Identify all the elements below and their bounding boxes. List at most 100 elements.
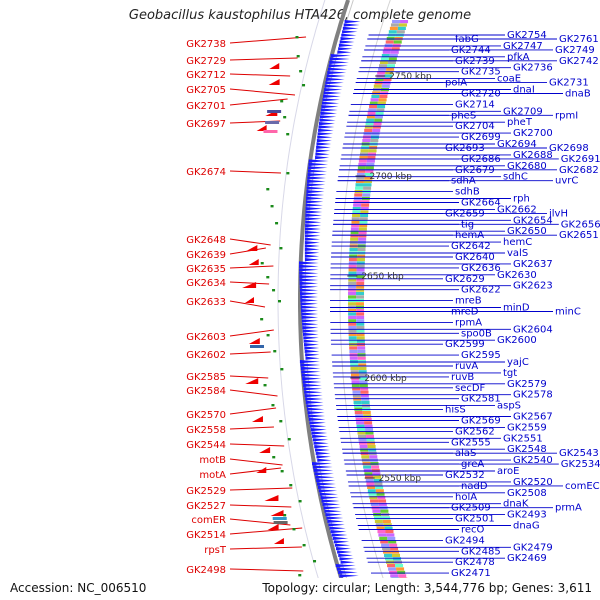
left-leader-line bbox=[229, 375, 269, 379]
gene-tile bbox=[380, 540, 389, 544]
left-gene-label: motB bbox=[199, 455, 226, 466]
gene-arrow bbox=[299, 268, 319, 272]
gene-tile bbox=[389, 54, 398, 58]
gene-tile bbox=[351, 383, 360, 387]
gene-arrow bbox=[313, 441, 329, 445]
left-gene-label: GK2498 bbox=[186, 565, 226, 576]
gene-tile bbox=[367, 445, 376, 449]
left-leader-line bbox=[229, 389, 278, 397]
gene-tile bbox=[360, 394, 369, 398]
gene-tile bbox=[364, 176, 373, 180]
right-gene-label: holA bbox=[455, 492, 477, 503]
left-features bbox=[242, 36, 317, 577]
gene-tile bbox=[356, 421, 365, 425]
gene-arrow bbox=[328, 64, 348, 68]
gene-tile bbox=[376, 492, 385, 496]
gene-tile bbox=[349, 254, 358, 258]
rna-arrow bbox=[245, 378, 259, 384]
gene-tile bbox=[367, 485, 376, 489]
small-feature bbox=[296, 55, 300, 58]
gene-tile bbox=[348, 288, 357, 292]
tick-label: 2700 kbp bbox=[370, 172, 413, 182]
gene-arrow bbox=[304, 237, 321, 241]
rna-arrow bbox=[256, 467, 267, 473]
gene-tile bbox=[358, 366, 367, 370]
right-gene-label: GK2604 bbox=[513, 324, 553, 335]
gene-tile bbox=[366, 159, 375, 163]
gene-tile bbox=[350, 227, 359, 231]
gene-tile bbox=[348, 315, 357, 319]
gene-tile bbox=[348, 261, 357, 265]
gene-tile bbox=[357, 169, 366, 173]
right-gene-label: GK2493 bbox=[507, 510, 547, 521]
gene-tile bbox=[351, 377, 360, 381]
gene-tile bbox=[355, 417, 364, 421]
gene-arrow bbox=[337, 50, 352, 54]
small-feature bbox=[280, 100, 284, 103]
small-feature bbox=[279, 247, 283, 250]
gene-tile bbox=[357, 346, 366, 350]
right-gene-label: GK2720 bbox=[461, 89, 501, 100]
gene-tile bbox=[348, 292, 357, 296]
gene-tile bbox=[375, 489, 384, 493]
left-leader-line bbox=[229, 426, 274, 430]
gene-tile bbox=[370, 462, 379, 466]
gene-tile bbox=[365, 169, 374, 173]
gene-tile bbox=[360, 207, 369, 211]
gene-arrow bbox=[316, 455, 331, 459]
gene-tile bbox=[370, 502, 379, 506]
rna-arrow bbox=[273, 538, 284, 544]
gene-tile bbox=[357, 349, 366, 353]
gene-tile bbox=[349, 349, 358, 353]
right-gene-label: GK2704 bbox=[455, 121, 495, 132]
gene-tile bbox=[348, 339, 357, 343]
gene-tile bbox=[377, 496, 386, 500]
gene-arrow bbox=[308, 166, 328, 170]
right-gene-label: GK2578 bbox=[513, 390, 553, 401]
gene-tile bbox=[365, 479, 374, 483]
gene-arrow bbox=[319, 118, 336, 122]
gene-arrow bbox=[321, 105, 339, 109]
gene-tile bbox=[380, 57, 389, 61]
dash-ring bbox=[339, 0, 391, 600]
right-gene-label: GK2555 bbox=[451, 437, 491, 448]
right-gene-label: sdhB bbox=[455, 187, 480, 198]
right-gene-label: GK2640 bbox=[455, 252, 495, 263]
gene-tile bbox=[350, 234, 359, 238]
gene-tile bbox=[366, 162, 375, 166]
gene-arrow bbox=[304, 346, 320, 350]
gene-tile bbox=[396, 567, 405, 571]
left-leader-line bbox=[229, 265, 274, 269]
gene-tile bbox=[356, 315, 365, 319]
right-gene-label: GK2478 bbox=[455, 557, 495, 568]
right-gene-label: GK2699 bbox=[461, 132, 501, 143]
gene-arrow bbox=[307, 173, 327, 177]
rna-arrow bbox=[245, 297, 254, 303]
left-gene-label: rpsT bbox=[204, 545, 227, 556]
gene-tile bbox=[348, 302, 357, 306]
right-gene-label: GK2662 bbox=[497, 204, 537, 215]
gene-tile bbox=[353, 400, 362, 404]
gene-tile bbox=[385, 530, 394, 534]
gene-tile bbox=[380, 509, 389, 513]
gene-tile bbox=[362, 462, 371, 466]
gene-arrow bbox=[332, 536, 349, 540]
gene-tile bbox=[366, 118, 375, 122]
left-gene-label: GK2701 bbox=[186, 101, 226, 112]
gene-tile bbox=[398, 574, 407, 578]
gene-tile bbox=[391, 47, 400, 51]
right-gene-label: tgt bbox=[503, 368, 517, 379]
gene-tile bbox=[363, 414, 372, 418]
right-gene-label: GK2501 bbox=[455, 514, 495, 525]
gene-arrow bbox=[324, 84, 343, 88]
gene-tile bbox=[356, 295, 365, 299]
gene-tile bbox=[356, 271, 365, 275]
left-leader-line bbox=[229, 57, 298, 61]
tick-label: 2550 kbp bbox=[379, 474, 422, 484]
right-gene-label: GK2714 bbox=[455, 99, 495, 110]
gene-arrow bbox=[339, 40, 355, 44]
gene-arrow bbox=[305, 203, 323, 207]
left-leader-line bbox=[229, 329, 274, 337]
right-gene-label: dnaB bbox=[565, 89, 591, 100]
